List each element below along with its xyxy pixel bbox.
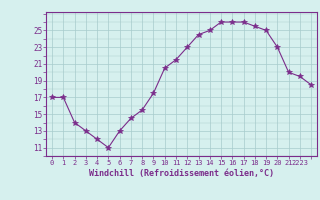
X-axis label: Windchill (Refroidissement éolien,°C): Windchill (Refroidissement éolien,°C) (89, 169, 274, 178)
